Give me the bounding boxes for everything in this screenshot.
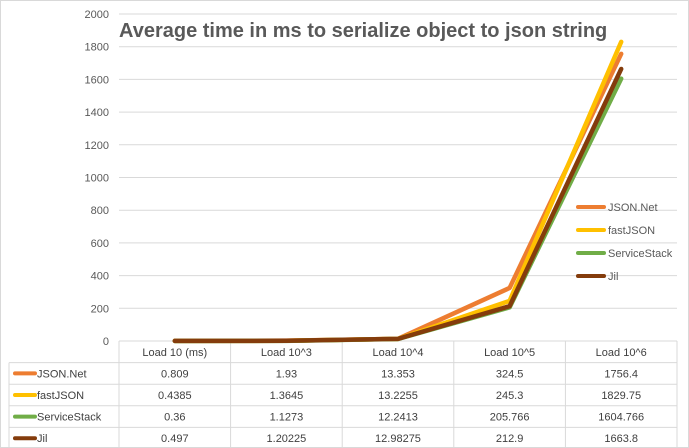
y-tick-label: 200 — [91, 303, 109, 315]
y-tick-label: 1200 — [85, 140, 109, 152]
table-value-cell: 1829.75 — [601, 390, 641, 402]
y-tick-label: 1400 — [85, 107, 109, 119]
y-tick-label: 0 — [103, 336, 109, 348]
series-line — [172, 66, 624, 344]
table-value-cell: 1756.4 — [604, 368, 638, 380]
y-tick-label: 1000 — [85, 173, 109, 185]
table-header-cell: Load 10 (ms) — [142, 347, 207, 359]
table-value-cell: 12.2413 — [378, 412, 418, 424]
table-header-cell: Load 10^4 — [372, 347, 423, 359]
table-value-cell: 1663.8 — [604, 433, 638, 445]
y-tick-label: 1600 — [85, 74, 109, 86]
table-value-cell: 1604.766 — [598, 412, 644, 424]
chart-title: Average time in ms to serialize object t… — [119, 20, 607, 42]
table-value-cell: 1.20225 — [267, 433, 307, 445]
y-tick-label: 600 — [91, 238, 109, 250]
table-value-cell: 13.353 — [381, 368, 415, 380]
table-header-cell: Load 10^6 — [596, 347, 647, 359]
table-value-cell: 13.2255 — [378, 390, 418, 402]
table-value-cell: 0.497 — [161, 433, 189, 445]
table-series-name: ServiceStack — [37, 412, 102, 424]
table-value-cell: 324.5 — [496, 368, 524, 380]
table-value-cell: 12.98275 — [375, 433, 421, 445]
table-header-cell: Load 10^3 — [261, 347, 312, 359]
table-value-cell: 245.3 — [496, 390, 524, 402]
table-value-cell: 0.4385 — [158, 390, 192, 402]
y-tick-label: 400 — [91, 271, 109, 283]
table-value-cell: 212.9 — [496, 433, 524, 445]
table-series-name: fastJSON — [37, 390, 84, 402]
table-header-cell: Load 10^5 — [484, 347, 535, 359]
legend-label: fastJSON — [608, 225, 655, 237]
table-value-cell: 1.3645 — [270, 390, 304, 402]
table-series-name: JSON.Net — [37, 368, 87, 380]
table-value-cell: 205.766 — [490, 412, 530, 424]
y-tick-label: 800 — [91, 205, 109, 217]
table-value-cell: 1.93 — [276, 368, 297, 380]
legend-label: Jil — [608, 271, 618, 283]
legend-label: ServiceStack — [608, 248, 673, 260]
y-tick-label: 1800 — [85, 42, 109, 54]
legend-label: JSON.Net — [608, 202, 658, 214]
table-value-cell: 1.1273 — [270, 412, 304, 424]
y-tick-label: 2000 — [85, 9, 109, 21]
table-value-cell: 0.36 — [164, 412, 185, 424]
table-value-cell: 0.809 — [161, 368, 189, 380]
table-series-name: Jil — [37, 433, 47, 445]
